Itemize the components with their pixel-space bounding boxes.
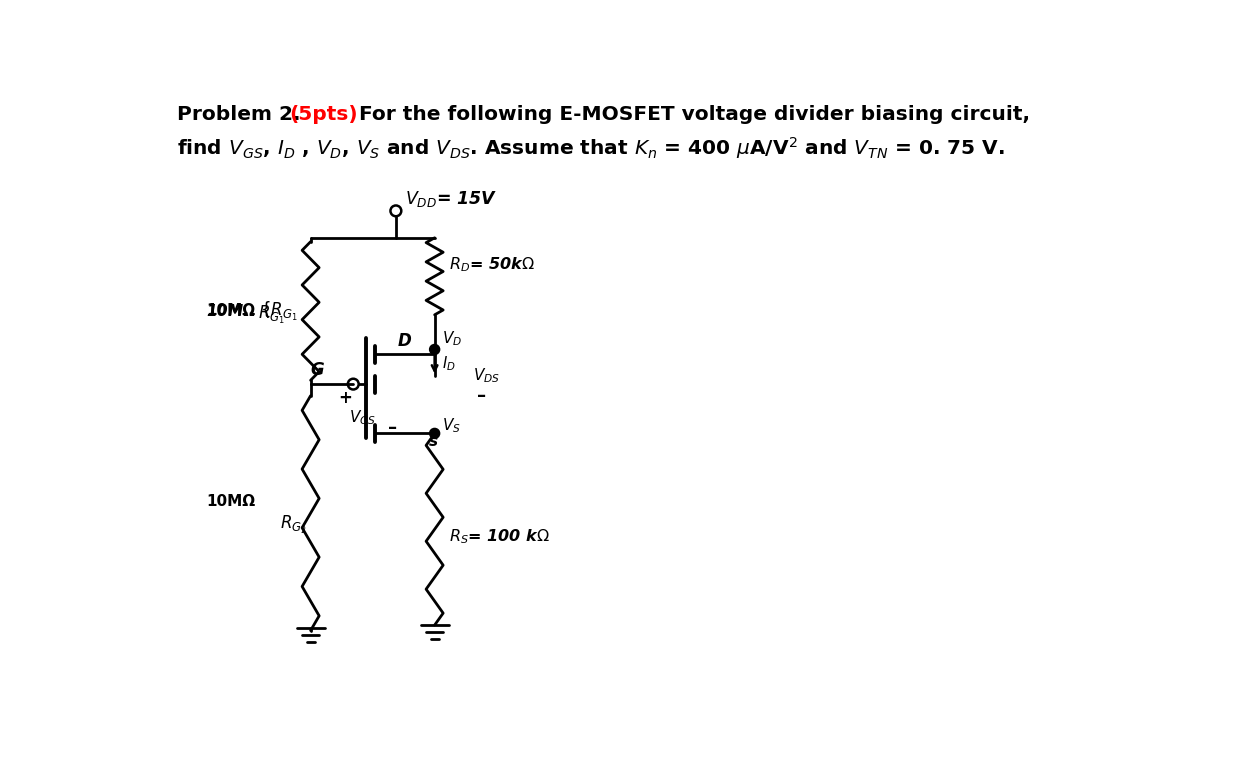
- Text: –: –: [477, 387, 487, 404]
- Text: $\{R_{G_1}$: $\{R_{G_1}$: [260, 299, 298, 322]
- Text: For the following E-MOSFET voltage divider biasing circuit,: For the following E-MOSFET voltage divid…: [359, 105, 1030, 125]
- Text: G: G: [310, 361, 324, 379]
- Text: $V_S$: $V_S$: [442, 416, 461, 435]
- Text: $V_{GS}$: $V_{GS}$: [350, 408, 376, 428]
- Text: 10MΩ: 10MΩ: [205, 304, 255, 318]
- Text: Problem 2.: Problem 2.: [177, 105, 308, 125]
- Text: $R_{G_1}$: $R_{G_1}$: [258, 304, 285, 326]
- Text: 10MΩ: 10MΩ: [205, 494, 255, 509]
- Text: D: D: [397, 331, 411, 350]
- Text: +: +: [339, 388, 352, 407]
- Text: $R_S$= 100 k$\Omega$: $R_S$= 100 k$\Omega$: [448, 528, 549, 546]
- Text: $R_{G_2}$: $R_{G_2}$: [280, 514, 306, 536]
- Circle shape: [430, 428, 439, 438]
- Text: –: –: [388, 419, 397, 438]
- Text: $I_D$: $I_D$: [442, 355, 456, 374]
- Text: find $V_{GS}$, $I_D$ , $V_D$, $V_S$ and $V_{DS}$. Assume that $K_n$ = 400 $\mu$A: find $V_{GS}$, $I_D$ , $V_D$, $V_S$ and …: [177, 135, 1005, 161]
- Text: (5pts): (5pts): [290, 105, 359, 125]
- Text: s: s: [430, 434, 438, 448]
- Text: $V_{DD}$= 15V: $V_{DD}$= 15V: [405, 188, 498, 208]
- Text: $V_D$: $V_D$: [442, 329, 462, 348]
- Circle shape: [430, 345, 439, 355]
- Text: $R_D$= 50k$\Omega$: $R_D$= 50k$\Omega$: [448, 255, 534, 274]
- Text: $V_{DS}$: $V_{DS}$: [473, 366, 500, 384]
- Text: 10M$\Omega$: 10M$\Omega$: [205, 303, 255, 319]
